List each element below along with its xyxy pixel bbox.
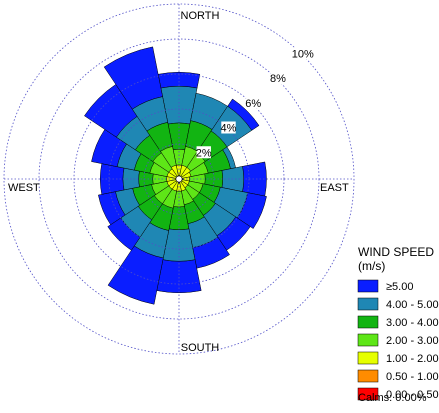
legend-items: ≥5.00 4.00 - 5.00 3.00 - 4.00 2.00 - 3.00 1.…: [357, 279, 439, 401]
legend-swatch-5: [357, 369, 379, 383]
tick-label-bg-8: [270, 72, 286, 85]
legend-label-0: ≥5.00: [386, 281, 413, 293]
radial-tick-labels: 2% 4% 6% 8% 10%: [196, 47, 314, 159]
legend-swatch-4: [357, 351, 379, 365]
tick-label-6: 6%: [245, 98, 261, 110]
legend-swatch-1: [357, 297, 379, 311]
legend-title-line1: WIND SPEED: [358, 245, 434, 259]
tick-label-2: 2%: [196, 147, 212, 159]
tick-label-bg-2: [196, 146, 211, 159]
legend-label-2: 3.00 - 4.00: [386, 317, 439, 329]
tick-label-4: 4%: [221, 123, 237, 135]
tick-label-10: 10%: [292, 48, 314, 60]
legend: WIND SPEED (m/s) ≥5.00 4.00 - 5.00 3.00 - …: [357, 245, 439, 404]
compass-east-label: EAST: [320, 182, 349, 194]
petal-nnw-bin-2: [170, 164, 180, 180]
compass-west-label: WEST: [8, 182, 40, 194]
wind-rose-petals: [84, 46, 267, 305]
calms-label: Calms: 0.00%: [358, 392, 427, 404]
tick-label-bg-6: [246, 96, 261, 109]
legend-swatch-3: [357, 333, 379, 347]
legend-swatch-6: [357, 387, 379, 401]
center-hub: [175, 175, 183, 183]
compass-north-label: NORTH: [181, 10, 220, 22]
legend-label-1: 4.00 - 5.00: [386, 299, 439, 311]
legend-label-3: 2.00 - 3.00: [386, 335, 439, 347]
legend-label-6: 0.00 - 0.50: [386, 389, 439, 401]
radial-grid: [3, 3, 355, 355]
legend-swatch-2: [357, 315, 379, 329]
tick-label-8: 8%: [270, 73, 286, 85]
tick-label-bg-10: [292, 47, 314, 60]
compass-south-label: SOUTH: [181, 342, 220, 354]
legend-title-line2: (m/s): [358, 259, 385, 273]
tick-label-bg-4: [221, 121, 236, 134]
legend-swatch-0: [357, 279, 379, 293]
legend-label-4: 1.00 - 2.00: [386, 353, 439, 365]
legend-label-5: 0.50 - 1.00: [386, 371, 439, 383]
